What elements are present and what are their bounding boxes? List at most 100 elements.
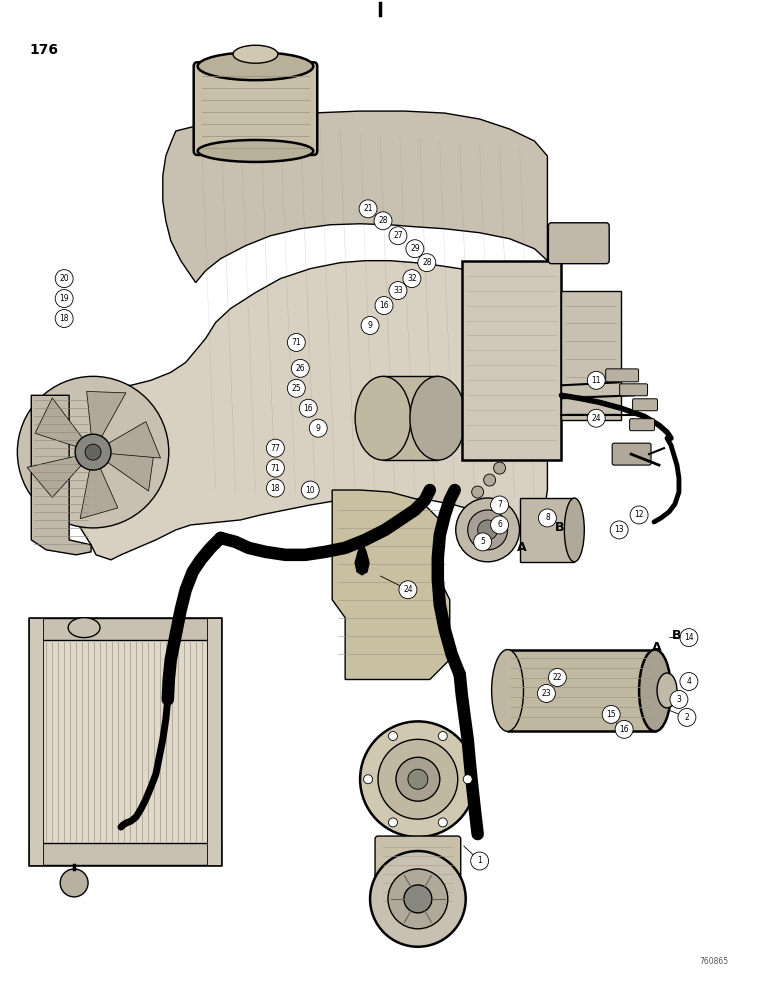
Text: 28: 28 bbox=[422, 258, 432, 267]
Circle shape bbox=[610, 521, 628, 539]
Circle shape bbox=[438, 732, 447, 741]
FancyBboxPatch shape bbox=[194, 62, 317, 155]
Circle shape bbox=[55, 270, 73, 288]
Text: 28: 28 bbox=[378, 216, 388, 225]
Text: 27: 27 bbox=[393, 231, 403, 240]
Text: 2: 2 bbox=[685, 713, 689, 722]
Polygon shape bbox=[86, 391, 126, 452]
Text: 23: 23 bbox=[542, 689, 551, 698]
Circle shape bbox=[670, 690, 688, 708]
Circle shape bbox=[361, 317, 379, 334]
Text: 9: 9 bbox=[367, 321, 373, 330]
Text: 11: 11 bbox=[591, 376, 601, 385]
Text: 5: 5 bbox=[480, 537, 485, 546]
Text: 19: 19 bbox=[59, 294, 69, 303]
Circle shape bbox=[310, 419, 327, 437]
Circle shape bbox=[374, 212, 392, 230]
Text: 4: 4 bbox=[686, 677, 692, 686]
Text: 9: 9 bbox=[316, 424, 320, 433]
Circle shape bbox=[468, 510, 507, 550]
FancyBboxPatch shape bbox=[375, 836, 461, 912]
Text: 16: 16 bbox=[379, 301, 389, 310]
Polygon shape bbox=[80, 452, 118, 519]
Text: 13: 13 bbox=[615, 525, 624, 534]
Circle shape bbox=[491, 516, 509, 534]
Circle shape bbox=[55, 290, 73, 308]
Text: 71: 71 bbox=[292, 338, 301, 347]
Ellipse shape bbox=[639, 650, 671, 731]
Text: 18: 18 bbox=[271, 484, 280, 493]
Circle shape bbox=[483, 474, 496, 486]
Circle shape bbox=[75, 434, 111, 470]
Circle shape bbox=[389, 282, 407, 300]
Circle shape bbox=[399, 581, 417, 599]
FancyBboxPatch shape bbox=[612, 443, 651, 465]
Ellipse shape bbox=[564, 498, 584, 562]
Ellipse shape bbox=[657, 673, 677, 708]
Circle shape bbox=[388, 818, 398, 827]
Circle shape bbox=[463, 775, 472, 784]
Text: 1: 1 bbox=[477, 856, 482, 865]
FancyBboxPatch shape bbox=[630, 419, 655, 431]
Ellipse shape bbox=[492, 650, 523, 731]
Text: 16: 16 bbox=[303, 404, 313, 413]
Circle shape bbox=[266, 459, 284, 477]
Text: 8: 8 bbox=[545, 513, 550, 522]
FancyBboxPatch shape bbox=[207, 618, 221, 865]
Text: 12: 12 bbox=[635, 510, 644, 519]
Text: 24: 24 bbox=[403, 585, 413, 594]
Text: 24: 24 bbox=[591, 414, 601, 423]
Circle shape bbox=[287, 333, 305, 351]
Circle shape bbox=[388, 732, 398, 741]
Text: 33: 33 bbox=[393, 286, 403, 295]
Text: 71: 71 bbox=[271, 464, 280, 473]
Circle shape bbox=[680, 629, 698, 647]
Polygon shape bbox=[93, 422, 161, 458]
Circle shape bbox=[678, 708, 696, 726]
Circle shape bbox=[388, 869, 448, 929]
Circle shape bbox=[548, 669, 567, 686]
Circle shape bbox=[538, 509, 557, 527]
Circle shape bbox=[471, 852, 489, 870]
Circle shape bbox=[301, 481, 320, 499]
FancyBboxPatch shape bbox=[561, 291, 621, 420]
Text: 6: 6 bbox=[497, 520, 502, 529]
Text: A: A bbox=[516, 541, 527, 554]
Circle shape bbox=[418, 254, 436, 272]
Ellipse shape bbox=[68, 618, 100, 638]
Text: 32: 32 bbox=[407, 274, 417, 283]
Ellipse shape bbox=[198, 52, 313, 80]
Circle shape bbox=[291, 359, 310, 377]
Polygon shape bbox=[35, 398, 93, 452]
Polygon shape bbox=[27, 452, 93, 497]
Text: 26: 26 bbox=[296, 364, 305, 373]
FancyBboxPatch shape bbox=[29, 618, 221, 865]
Text: 7: 7 bbox=[497, 500, 502, 509]
Text: A: A bbox=[652, 641, 662, 654]
FancyBboxPatch shape bbox=[29, 618, 43, 865]
FancyBboxPatch shape bbox=[462, 261, 561, 460]
Text: 10: 10 bbox=[306, 486, 315, 495]
Circle shape bbox=[680, 673, 698, 690]
Circle shape bbox=[491, 496, 509, 514]
Text: B: B bbox=[672, 629, 682, 642]
Polygon shape bbox=[93, 452, 154, 491]
Circle shape bbox=[537, 684, 555, 702]
Circle shape bbox=[396, 757, 440, 801]
Ellipse shape bbox=[355, 376, 411, 460]
Text: 15: 15 bbox=[606, 710, 616, 719]
Circle shape bbox=[630, 506, 648, 524]
Text: 25: 25 bbox=[292, 384, 301, 393]
FancyBboxPatch shape bbox=[548, 223, 609, 264]
Text: 176: 176 bbox=[29, 43, 59, 57]
FancyBboxPatch shape bbox=[29, 843, 221, 865]
Circle shape bbox=[615, 720, 633, 738]
Circle shape bbox=[587, 371, 605, 389]
Circle shape bbox=[408, 769, 428, 789]
Ellipse shape bbox=[410, 376, 466, 460]
Text: 760865: 760865 bbox=[699, 957, 728, 966]
Polygon shape bbox=[69, 261, 547, 560]
Circle shape bbox=[55, 310, 73, 327]
Text: 14: 14 bbox=[684, 633, 694, 642]
Circle shape bbox=[60, 869, 88, 897]
